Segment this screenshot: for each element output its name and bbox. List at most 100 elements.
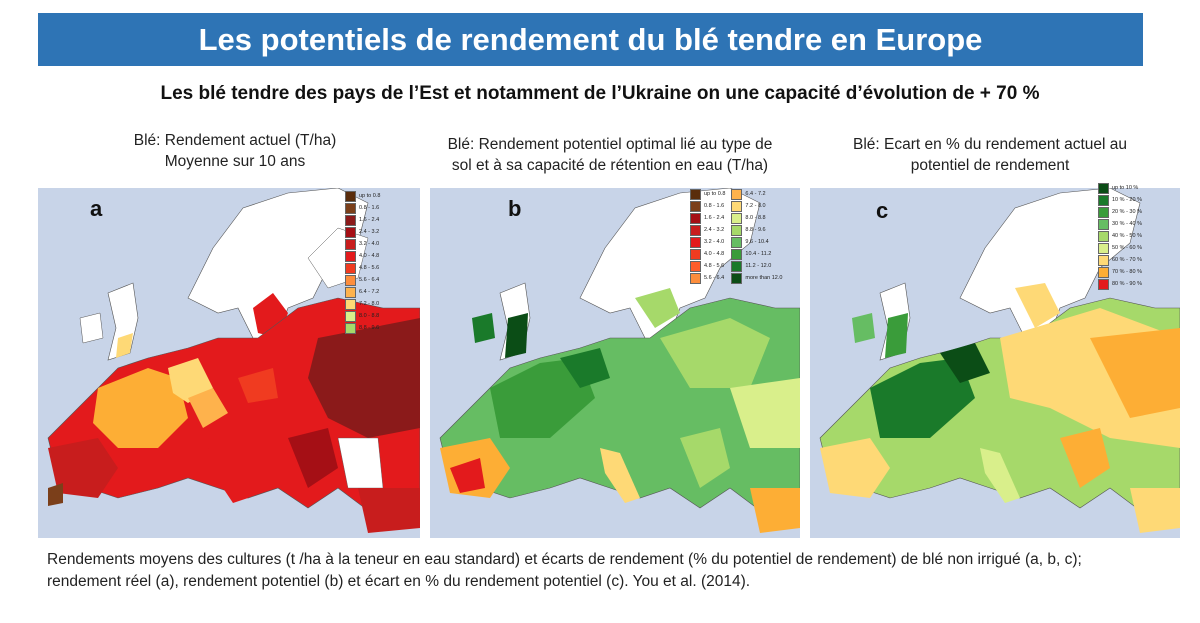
legend-b-item: 3.2 - 4.0 [690,236,725,248]
legend-label: 8.8 - 9.6 [359,325,380,331]
legend-label: 20 % - 30 % [1112,209,1142,215]
legend-c-item: 50 % - 60 % [1098,242,1142,254]
legend-label: 0.8 - 1.6 [359,205,380,211]
legend-c-item: 20 % - 30 % [1098,206,1142,218]
legend-swatch [345,250,356,262]
legend-c-item: 10 % - 20 % [1098,194,1142,206]
legend-swatch [1098,254,1109,266]
legend-b-item: more than 12.0 [731,272,782,284]
legend-swatch [690,224,701,236]
legend-swatch [690,260,701,272]
legend-b-item: 11.2 - 12.0 [731,260,782,272]
legend-a-item: 4.8 - 5.6 [345,262,380,274]
legend-swatch [731,236,743,248]
caption-a-line2: Moyenne sur 10 ans [164,153,306,170]
legend-label: up to 0.8 [359,193,381,199]
legend-b-item: 8.0 - 8.8 [731,212,782,224]
legend-c-item: 40 % - 50 % [1098,230,1142,242]
panel-label-b: b [508,196,522,221]
legend-b-item: 6.4 - 7.2 [731,188,782,200]
legend-a-item: 7.2 - 8.0 [345,298,380,310]
legend-swatch [731,248,743,260]
caption-a-line1: Blé: Rendement actuel (T/ha) [133,132,337,149]
legend-a-item: 4.0 - 4.8 [345,250,380,262]
panel-label-a: a [90,196,103,221]
legend-swatch [731,260,743,272]
legend-b-item: 1.6 - 2.4 [690,212,725,224]
legend-b-item: 8.8 - 9.6 [731,224,782,236]
caption-b-line2: sol et à sa capacité de rétention en eau… [451,157,769,174]
legend-b-item: 7.2 - 8.0 [731,200,782,212]
map-a-actual-yield [38,188,420,538]
legend-c-item: 60 % - 70 % [1098,254,1142,266]
legend-label: 6.4 - 7.2 [745,191,766,197]
legend-label: 80 % - 90 % [1112,281,1142,287]
legend-a: up to 0.8 0.8 - 1.6 1.6 - 2.4 2.4 - 3.2 3.2 … [345,190,380,334]
legend-label: 5.6 - 6.4 [704,275,725,281]
legend-label: 30 % - 40 % [1112,221,1142,227]
panel-label-c: c [876,198,889,223]
legend-swatch [731,224,743,236]
legend-b-item: 4.8 - 5.6 [690,260,725,272]
caption-b-line1: Blé: Rendement potentiel optimal lié au … [447,136,773,153]
legend-label: 10.4 - 11.2 [745,251,772,257]
legend-swatch [345,226,356,238]
legend-label: up to 10 % [1112,185,1139,191]
map-c-yield-gap [810,188,1180,538]
legend-a-item: 1.6 - 2.4 [345,214,380,226]
legend-swatch [345,238,356,250]
legend-b-item: 0.8 - 1.6 [690,200,725,212]
caption-c: Blé: Ecart en % du rendement actuel au p… [810,134,1170,176]
legend-swatch [345,298,356,310]
legend-b-item: 4.0 - 4.8 [690,248,725,260]
legend-label: more than 12.0 [745,275,783,281]
legend-swatch [1098,194,1109,206]
legend-swatch [690,236,701,248]
legend-label: 0.8 - 1.6 [704,203,725,209]
legend-label: 70 % - 80 % [1112,269,1142,275]
legend-swatch [345,202,356,214]
legend-c: up to 10 % 10 % - 20 % 20 % - 30 % 30 % - 4… [1098,182,1142,290]
legend-a-item: 5.6 - 6.4 [345,274,380,286]
legend-b-item: 5.6 - 6.4 [690,272,725,284]
legend-c-item: 70 % - 80 % [1098,266,1142,278]
legend-label: 9.6 - 10.4 [745,239,769,245]
legend-label: 4.0 - 4.8 [359,253,380,259]
footer-line1: Rendements moyens des cultures (t /ha à … [47,551,1082,568]
legend-swatch [690,272,701,284]
footer-line2: rendement réel (a), rendement potentiel … [47,573,751,590]
caption-b: Blé: Rendement potentiel optimal lié au … [420,134,800,176]
legend-label: up to 0.8 [704,191,726,197]
legend-c-item: 80 % - 90 % [1098,278,1142,290]
legend-swatch [345,190,356,202]
legend-swatch [345,310,356,322]
legend-swatch [345,262,356,274]
legend-swatch [1098,230,1109,242]
title-banner: Les potentiels de rendement du blé tendr… [38,13,1143,66]
legend-label: 6.4 - 7.2 [359,289,380,295]
legend-label: 3.2 - 4.0 [359,241,380,247]
legend-c-item: 30 % - 40 % [1098,218,1142,230]
legend-swatch [690,212,701,224]
legend-b-item: up to 0.8 [690,188,725,200]
subtitle: Les blé tendre des pays de l’Est et nota… [160,83,1040,104]
caption-c-line1: Blé: Ecart en % du rendement actuel au [853,136,1127,153]
legend-swatch [1098,218,1109,230]
legend-b: up to 0.8 0.8 - 1.6 1.6 - 2.4 2.4 - 3.2 3.2 … [690,188,782,284]
legend-label: 4.0 - 4.8 [704,251,725,257]
legend-a-item: up to 0.8 [345,190,380,202]
legend-a-item: 8.0 - 8.8 [345,310,380,322]
legend-label: 1.6 - 2.4 [359,217,380,223]
legend-label: 5.6 - 6.4 [359,277,380,283]
legend-a-item: 0.8 - 1.6 [345,202,380,214]
legend-swatch [690,188,701,200]
legend-swatch [731,212,743,224]
legend-label: 8.0 - 8.8 [745,215,766,221]
legend-b-item: 2.4 - 3.2 [690,224,725,236]
legend-swatch [345,322,356,334]
footer-caption: Rendements moyens des cultures (t /ha à … [47,549,1157,593]
legend-b-item: 10.4 - 11.2 [731,248,782,260]
legend-swatch [731,272,743,284]
legend-swatch [731,200,743,212]
legend-a-item: 2.4 - 3.2 [345,226,380,238]
